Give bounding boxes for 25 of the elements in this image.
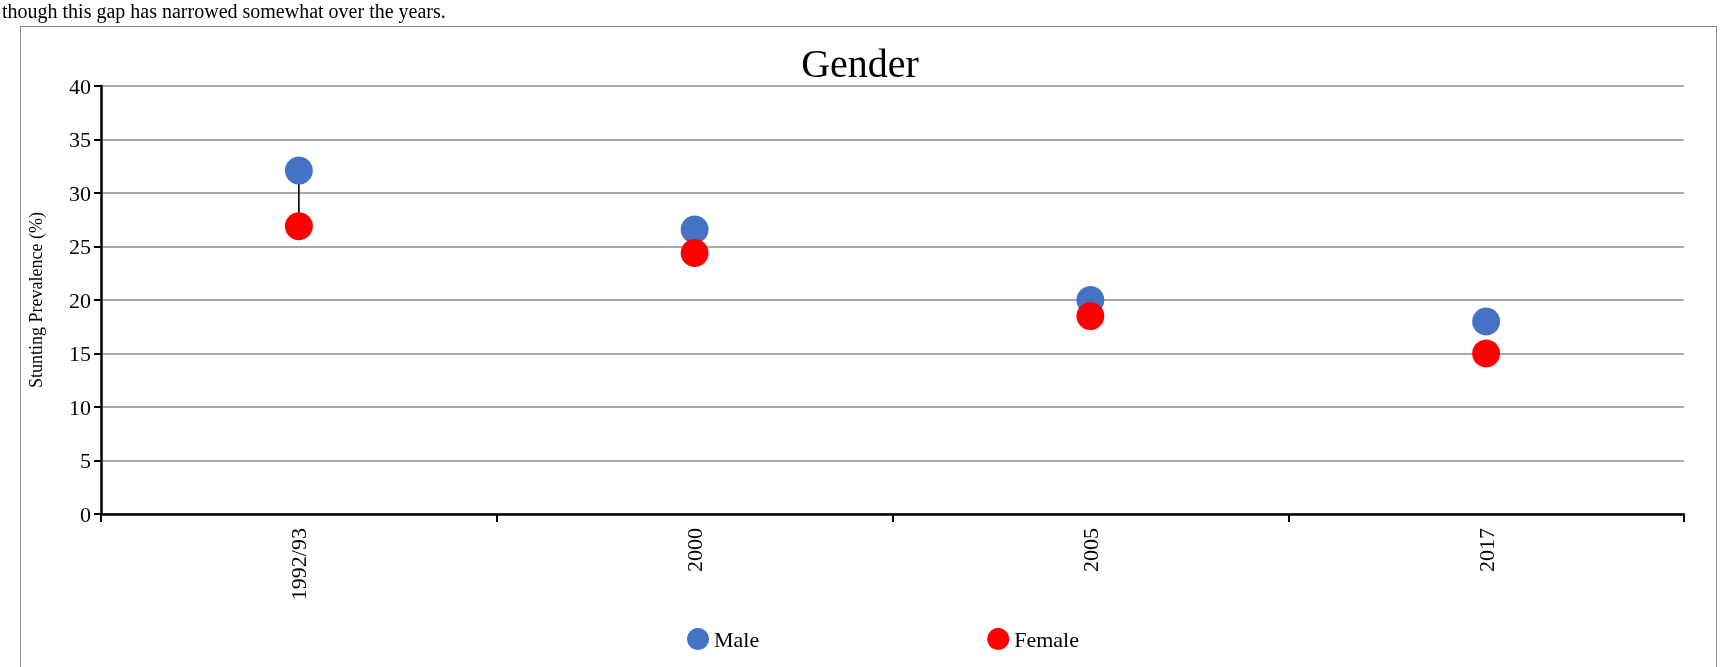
y-tick-label: 35: [69, 127, 91, 152]
x-tick-label: 2000: [682, 528, 708, 572]
x-tick-label: 1992/93: [286, 528, 312, 601]
text: though this gap has narrowed somewhat over the years.: [2, 0, 446, 23]
y-axis-title: Stunting Prevalence (%): [26, 212, 47, 388]
y-tick-label: 15: [69, 341, 91, 366]
legend-label: Female: [1014, 626, 1079, 652]
point: [1472, 307, 1501, 336]
chart-title: Gender: [801, 40, 919, 86]
point: [680, 215, 709, 244]
point: [284, 156, 313, 185]
y-tick-label: 10: [69, 394, 91, 420]
y-tick-label: 5: [80, 448, 91, 473]
point: [1076, 302, 1105, 331]
point: [1472, 339, 1501, 368]
point: [680, 238, 709, 267]
point: [284, 212, 313, 241]
y-tick-label: 30: [69, 180, 91, 206]
x-tick-label: 2017: [1473, 528, 1499, 572]
y-tick-label: 0: [80, 501, 91, 527]
x-tick-label: 2005: [1077, 528, 1103, 572]
y-tick-label: 25: [69, 234, 91, 259]
y-tick-label: 20: [69, 287, 91, 313]
legend-label: Male: [714, 626, 760, 652]
y-tick-label: 40: [69, 73, 91, 99]
